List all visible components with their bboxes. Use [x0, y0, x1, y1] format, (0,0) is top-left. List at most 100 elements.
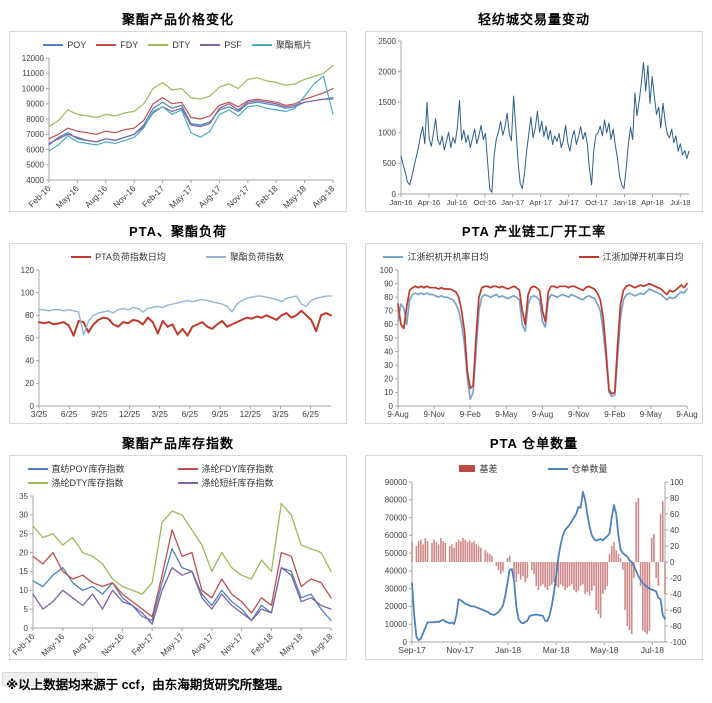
svg-text:Feb-17: Feb-17: [129, 631, 155, 657]
svg-text:May-16: May-16: [54, 183, 81, 210]
svg-text:Jul-17: Jul-17: [558, 198, 578, 207]
svg-text:-40: -40: [670, 590, 682, 599]
svg-text:80000: 80000: [385, 496, 408, 505]
legend-item: 涤纶FDY库存指数: [177, 462, 328, 475]
svg-text:10: 10: [19, 586, 28, 595]
svg-text:9-Nov: 9-Nov: [423, 410, 444, 419]
svg-text:Aug-16: Aug-16: [70, 631, 97, 658]
svg-text:100: 100: [380, 266, 394, 275]
source-note: ※以上数据均来源于 ccf，由东海期货研究所整理。: [6, 678, 290, 692]
svg-text:10: 10: [384, 388, 393, 397]
svg-text:60000: 60000: [385, 531, 408, 540]
svg-text:30: 30: [384, 361, 393, 370]
legend-item: FDY: [96, 40, 138, 50]
svg-text:Apr-18: Apr-18: [641, 198, 664, 207]
svg-text:8000: 8000: [26, 115, 44, 124]
line-swatch-icon: [148, 43, 169, 46]
svg-text:20: 20: [384, 375, 393, 384]
svg-text:50: 50: [384, 334, 393, 343]
svg-text:-100: -100: [670, 638, 687, 647]
svg-text:9-Aug: 9-Aug: [532, 410, 553, 419]
svg-text:40: 40: [384, 347, 393, 356]
svg-text:0: 0: [403, 638, 408, 647]
legend-label: 基差: [479, 464, 498, 474]
svg-text:Aug-18: Aug-18: [308, 631, 335, 658]
svg-text:Nov-17: Nov-17: [446, 645, 474, 655]
svg-text:0: 0: [670, 558, 675, 567]
legend-item: 江浙加弹开机率日均: [578, 250, 684, 263]
svg-text:May-18: May-18: [590, 645, 619, 655]
svg-text:Aug-18: Aug-18: [310, 183, 337, 210]
svg-text:1000: 1000: [378, 129, 396, 138]
svg-text:0: 0: [24, 624, 29, 633]
legend-label: 江浙加弹开机率日均: [602, 252, 684, 262]
legend-label: 涤纶短纤库存指数: [201, 478, 274, 488]
svg-text:0: 0: [389, 402, 394, 411]
svg-text:7000: 7000: [26, 130, 44, 139]
svg-text:Aug-16: Aug-16: [83, 183, 110, 210]
svg-text:May-17: May-17: [167, 183, 194, 210]
legend-item: 仓单数量: [547, 462, 608, 475]
svg-text:Jul-18: Jul-18: [670, 198, 690, 207]
svg-text:-20: -20: [670, 574, 682, 583]
legend-label: POY: [67, 39, 87, 50]
svg-text:70000: 70000: [385, 513, 408, 522]
chart-panel-pta-chain-operating-rate: PTA 产业链工厂开工率 江浙织机开机率日均 江浙加弹开机率日均 0 10 20 30 4…: [356, 212, 712, 424]
svg-text:Nov-16: Nov-16: [99, 631, 126, 658]
polyester-price-chart-canvas: 4000 5000 6000 7000 8000 9000 10000 11000 12000 F…: [22, 54, 337, 210]
svg-text:6000: 6000: [26, 145, 44, 154]
plot-area-textile-city-volume: 0 500 1000 1500 2000 2500 Jan-16 Apr-16 Jul-16 Oc…: [365, 31, 703, 212]
svg-text:Jan-18: Jan-18: [495, 645, 521, 655]
svg-text:50000: 50000: [385, 549, 408, 558]
svg-text:12000: 12000: [22, 54, 45, 63]
svg-text:9-May: 9-May: [495, 410, 517, 419]
svg-text:Feb-18: Feb-18: [249, 631, 275, 657]
svg-text:Aug-17: Aug-17: [189, 631, 216, 658]
line-swatch-icon: [27, 467, 48, 470]
legend-item: 基差: [459, 462, 498, 475]
svg-text:9-Aug: 9-Aug: [676, 410, 697, 419]
footer: ※以上数据均来源于 ccf，由东海期货研究所整理。: [0, 660, 712, 693]
legend-pta-polyester-load: PTA负荷指数日均 聚酯负荷指数: [12, 246, 343, 263]
svg-text:Nov-17: Nov-17: [219, 631, 246, 658]
svg-text:Feb-17: Feb-17: [140, 183, 166, 209]
svg-text:90000: 90000: [385, 478, 408, 487]
svg-text:35: 35: [19, 492, 28, 501]
legend-polyester-inventory-index: 直纺POY库存指数 涤纶FDY库存指数 涤纶DTY库存指数 涤纶短纤库存指数: [12, 458, 343, 489]
line-swatch-icon: [177, 467, 198, 470]
svg-text:20: 20: [19, 548, 28, 557]
plot-area-pta-warehouse-receipts: 基差 仓单数量 0 10000 20000 30000 40000 50000 60000 70…: [365, 455, 703, 660]
svg-text:5000: 5000: [26, 161, 44, 170]
svg-text:9-Feb: 9-Feb: [604, 410, 625, 419]
svg-text:9/25: 9/25: [91, 409, 108, 419]
chart-title-polyester-price: 聚酯产品价格变化: [121, 12, 234, 27]
legend-pta-warehouse-receipts: 基差 仓单数量: [368, 458, 699, 475]
svg-text:9-May: 9-May: [640, 410, 662, 419]
svg-text:5: 5: [24, 605, 29, 614]
legend-label: 涤纶DTY库存指数: [51, 478, 124, 488]
legend-label: 仓单数量: [571, 464, 608, 474]
legend-item: PSF: [200, 40, 242, 50]
svg-text:40000: 40000: [385, 567, 408, 576]
pta-chain-operating-rate-chart-canvas: 0 10 20 30 40 50 60 70 80 90 100 9-Aug 9-Nov 9-Feb 9-M…: [380, 266, 698, 419]
plot-area-polyester-price: POY FDY DTY PSF 聚酯瓶片 4000 5000 6000 7000 8000 900…: [9, 31, 347, 212]
svg-text:60: 60: [670, 510, 679, 519]
line-swatch-icon: [383, 255, 404, 258]
svg-text:90: 90: [384, 279, 393, 288]
svg-text:12/25: 12/25: [119, 409, 141, 419]
legend-label: PSF: [224, 39, 242, 50]
svg-text:Jul-16: Jul-16: [447, 198, 467, 207]
svg-text:-80: -80: [670, 622, 682, 631]
svg-text:500: 500: [383, 159, 397, 168]
svg-text:10000: 10000: [22, 84, 45, 93]
plot-area-pta-polyester-load: PTA负荷指数日均 聚酯负荷指数 0 20 40 60 80 100 120 3/25 6/25 9…: [9, 243, 347, 424]
chart-title-polyester-inventory-index: 聚酯产品库存指数: [121, 436, 234, 451]
legend-label: FDY: [120, 39, 139, 50]
svg-text:40: 40: [670, 526, 679, 535]
svg-text:30: 30: [19, 511, 28, 520]
svg-text:0: 0: [392, 190, 397, 199]
textile-city-volume-chart-canvas: 0 500 1000 1500 2000 2500 Jan-16 Apr-16 Jul-16 Oc…: [378, 37, 690, 207]
legend-item: 江浙织机开机率日均: [383, 250, 489, 263]
svg-text:10000: 10000: [385, 620, 408, 629]
svg-text:6/25: 6/25: [61, 409, 78, 419]
